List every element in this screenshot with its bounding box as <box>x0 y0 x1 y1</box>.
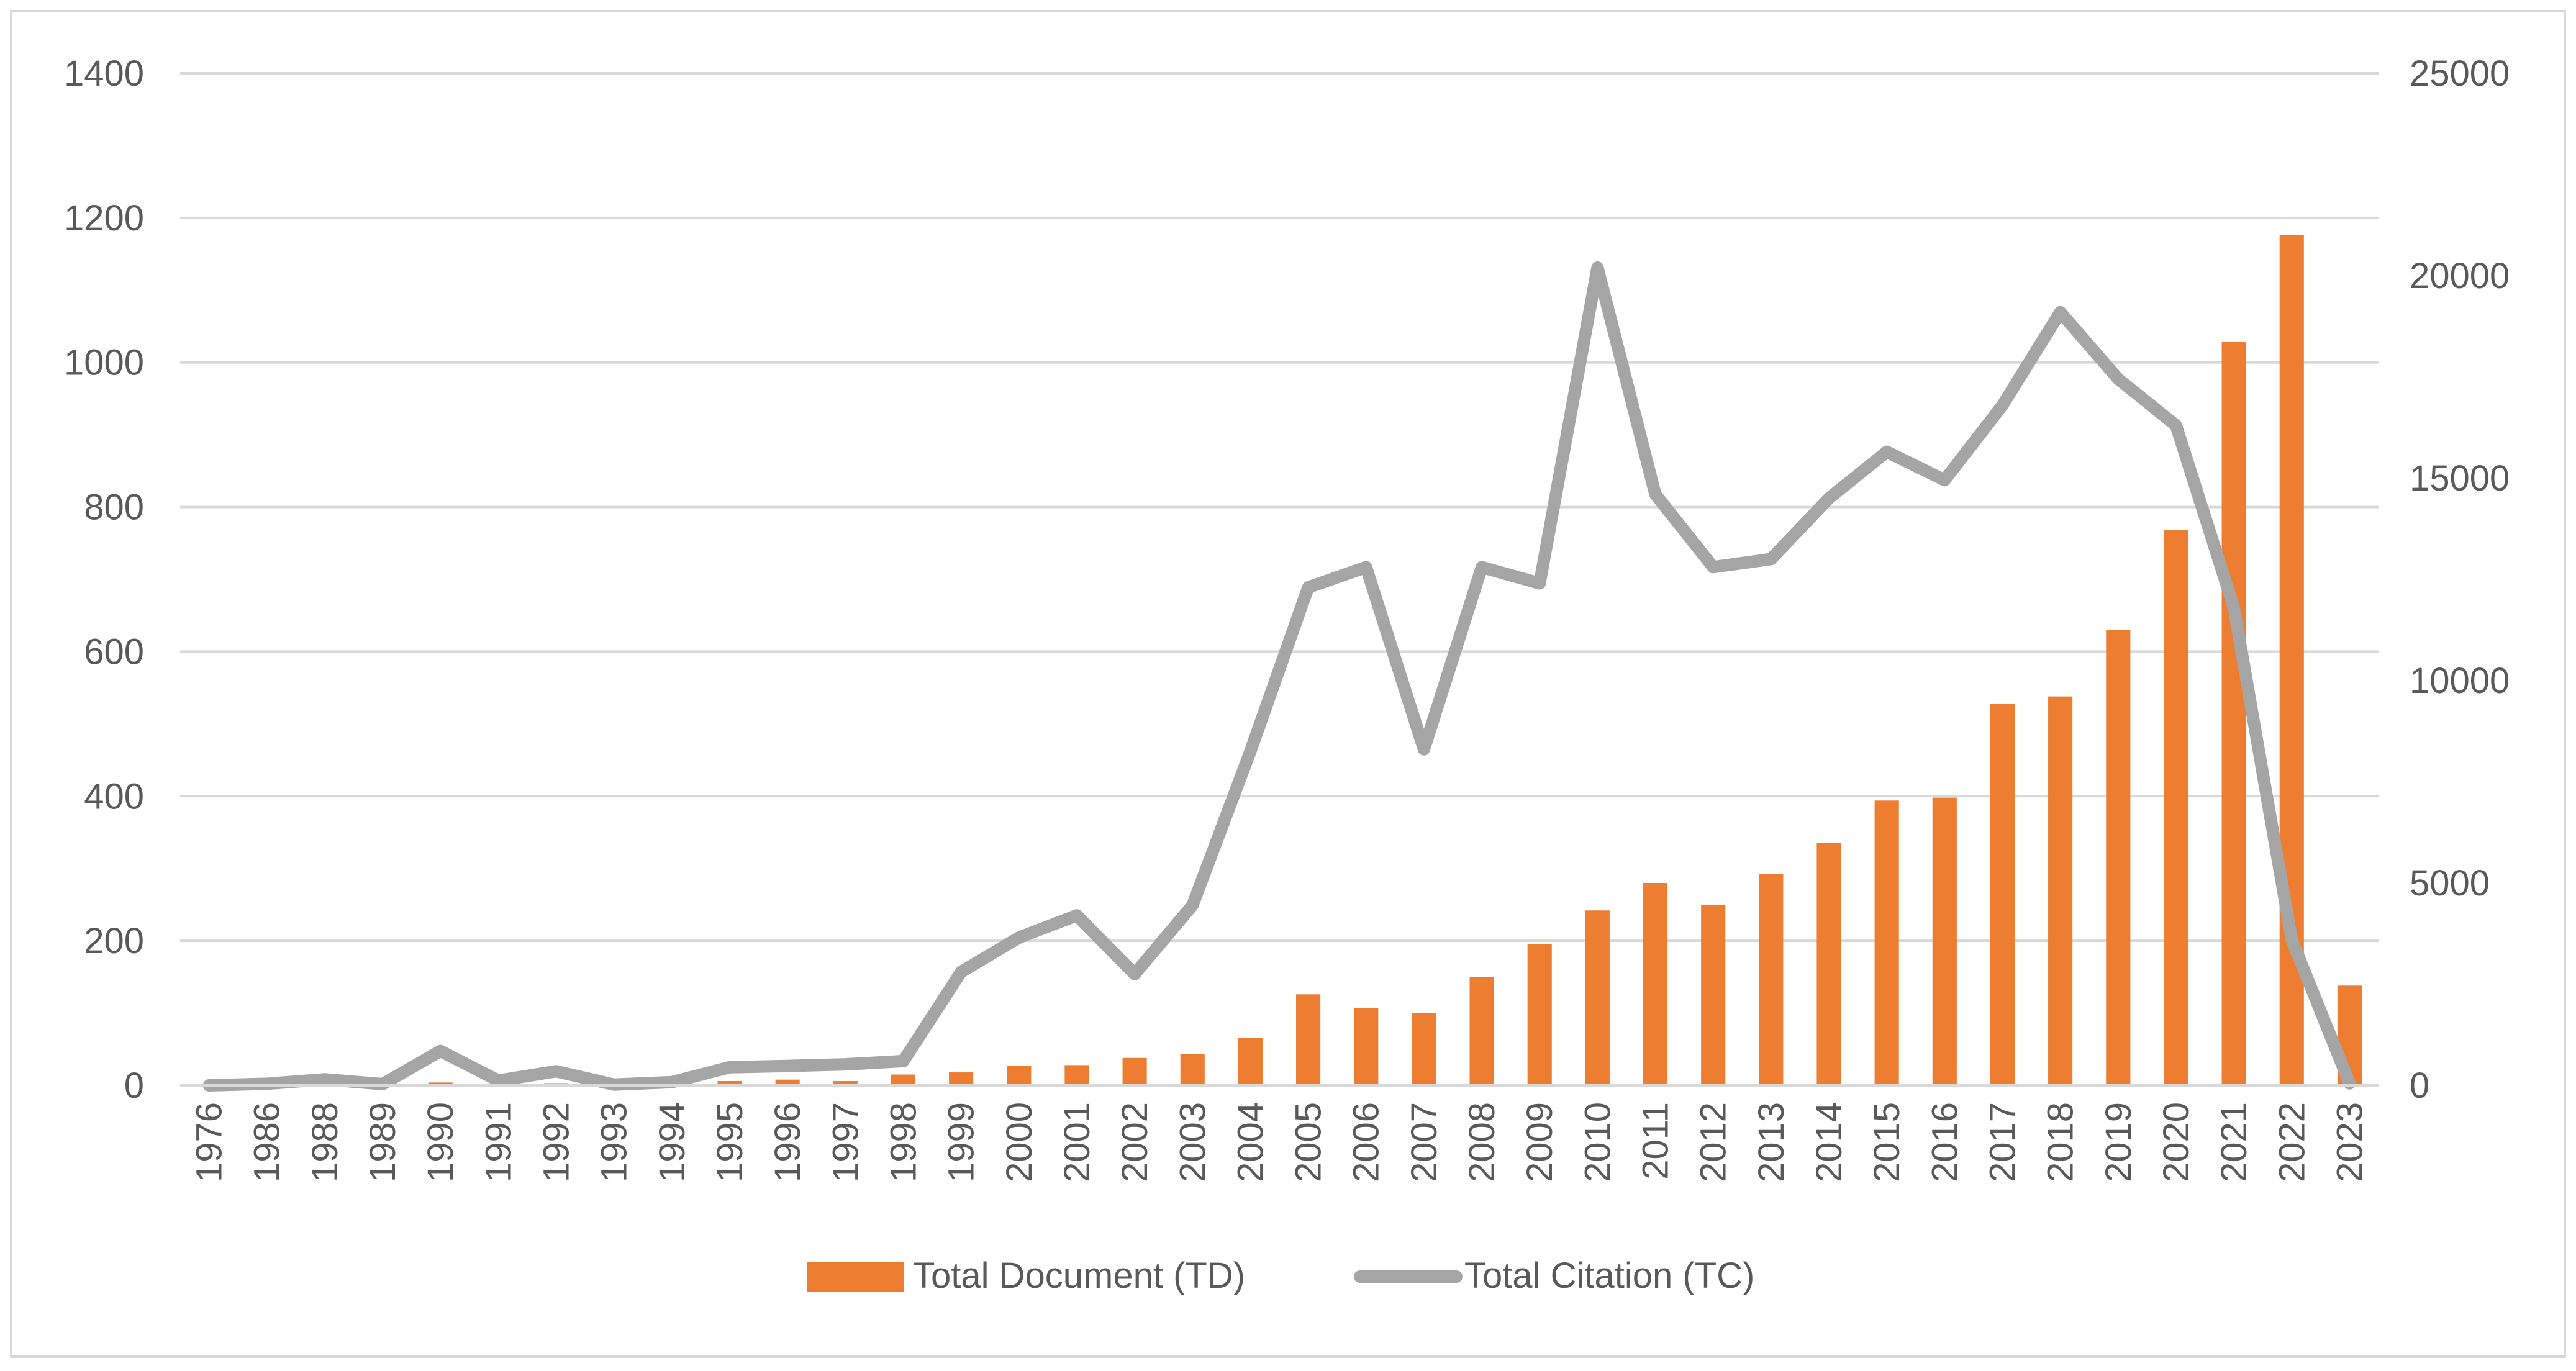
line-total-citation <box>202 261 2356 1092</box>
y-right-tick-label: 25000 <box>2410 53 2510 94</box>
y-right-tick-label: 20000 <box>2410 256 2510 296</box>
bar-total-document <box>1816 843 1841 1085</box>
line-series-total-citation <box>202 261 2356 1092</box>
bar-total-document <box>1643 883 1668 1085</box>
bar-total-document <box>1180 1054 1205 1085</box>
bar-total-document <box>428 1082 453 1085</box>
y-left-tick-label: 800 <box>84 487 144 528</box>
y-right-tick-label: 15000 <box>2410 458 2510 499</box>
x-tick-label: 1994 <box>652 1102 692 1182</box>
x-tick-label: 2023 <box>2329 1102 2370 1182</box>
x-tick-label: 1995 <box>710 1102 750 1182</box>
bar-total-document <box>1412 1013 1436 1085</box>
y-left-tick-label: 200 <box>84 921 144 961</box>
bar-total-document <box>1932 797 1957 1085</box>
bar-total-document <box>2106 630 2131 1085</box>
x-tick-label: 2022 <box>2272 1102 2312 1182</box>
bar-total-document <box>1469 977 1494 1085</box>
bar-total-document <box>1007 1066 1032 1085</box>
bar-total-document <box>1759 874 1784 1085</box>
x-tick-label: 2004 <box>1230 1102 1271 1182</box>
x-tick-label: 1990 <box>420 1102 461 1182</box>
bar-total-document <box>775 1079 800 1085</box>
x-tick-label: 2003 <box>1172 1102 1213 1182</box>
x-tick-label: 2010 <box>1577 1102 1618 1182</box>
bar-total-document <box>1354 1008 1379 1085</box>
y-left-tick-label: 400 <box>84 776 144 817</box>
bar-total-document <box>1874 800 1899 1085</box>
bar-total-document <box>1238 1038 1263 1085</box>
y-right-tick-label: 10000 <box>2410 661 2510 701</box>
bar-total-document <box>1122 1057 1147 1085</box>
x-tick-label: 1998 <box>883 1102 923 1182</box>
bar-total-document <box>1527 944 1552 1085</box>
y-left-tick-label: 1400 <box>64 53 144 94</box>
x-tick-label: 2015 <box>1867 1102 1907 1182</box>
y-left-tick-label: 1200 <box>64 198 144 238</box>
x-tick-label: 2020 <box>2156 1102 2197 1182</box>
bar-total-document <box>717 1081 742 1085</box>
x-tick-label: 1997 <box>825 1102 866 1182</box>
bar-total-document <box>1064 1065 1089 1085</box>
x-tick-label: 2002 <box>1115 1102 1155 1182</box>
bar-total-document <box>1701 904 1726 1085</box>
x-tick-label: 1989 <box>363 1102 403 1182</box>
y-axis-left: 0 200 400 600 800 1000 1200 1400 <box>64 53 144 1106</box>
x-tick-label: 2000 <box>999 1102 1040 1182</box>
y-left-tick-label: 0 <box>124 1066 144 1106</box>
x-tick-label: 1992 <box>537 1102 577 1182</box>
y-left-tick-label: 1000 <box>64 343 144 383</box>
x-axis: 1976 1986 1988 1989 1990 1991 1992 1993 1994 1995… <box>180 1084 2379 1182</box>
x-tick-label: 2013 <box>1751 1102 1792 1182</box>
x-tick-label: 2007 <box>1404 1102 1444 1182</box>
x-tick-label: 2006 <box>1346 1102 1387 1182</box>
bar-total-document <box>1296 994 1321 1085</box>
y-right-tick-label: 0 <box>2410 1066 2429 1106</box>
bar-total-document <box>833 1081 858 1085</box>
x-tick-label: 1999 <box>941 1102 982 1182</box>
x-tick-label: 1993 <box>594 1102 635 1182</box>
bar-total-document <box>2221 341 2246 1086</box>
x-tick-label: 1988 <box>305 1102 345 1182</box>
legend: Total Document (TD) Total Citation (TC) <box>807 1256 1754 1296</box>
x-tick-label: 2001 <box>1057 1102 1097 1182</box>
x-tick-label: 2017 <box>1982 1102 2023 1182</box>
x-tick-label: 1991 <box>478 1102 519 1182</box>
x-tick-label: 2012 <box>1694 1102 1734 1182</box>
y-axis-right: 0 5000 10000 15000 20000 25000 <box>2410 53 2510 1106</box>
y-left-tick-label: 600 <box>84 631 144 672</box>
x-tick-label: 2019 <box>2098 1102 2139 1182</box>
bar-total-document <box>949 1072 974 1085</box>
x-tick-label: 1996 <box>768 1102 808 1182</box>
bar-total-document <box>2164 530 2188 1085</box>
x-tick-label: 1976 <box>189 1102 230 1182</box>
x-tick-label: 2005 <box>1289 1102 1329 1182</box>
legend-label-total-citation: Total Citation (TC) <box>1464 1256 1754 1296</box>
bar-total-document <box>891 1074 916 1085</box>
x-tick-label: 2018 <box>2041 1102 2081 1182</box>
bar-total-document <box>1585 910 1610 1085</box>
legend-label-total-document: Total Document (TD) <box>913 1256 1245 1296</box>
x-tick-label: 2016 <box>1925 1102 1965 1182</box>
y-right-tick-label: 5000 <box>2410 863 2490 903</box>
bar-total-document <box>2048 696 2073 1085</box>
x-tick-label: 2014 <box>1809 1102 1849 1182</box>
x-tick-label: 2008 <box>1462 1102 1502 1182</box>
legend-swatch-total-document <box>807 1262 904 1292</box>
x-tick-label: 2021 <box>2214 1102 2254 1182</box>
bar-total-document <box>1990 704 2015 1085</box>
x-tick-label: 2011 <box>1636 1102 1676 1180</box>
chart-border <box>10 10 2566 1358</box>
x-tick-label: 2009 <box>1520 1102 1560 1182</box>
x-tick-label: 1986 <box>247 1102 288 1182</box>
